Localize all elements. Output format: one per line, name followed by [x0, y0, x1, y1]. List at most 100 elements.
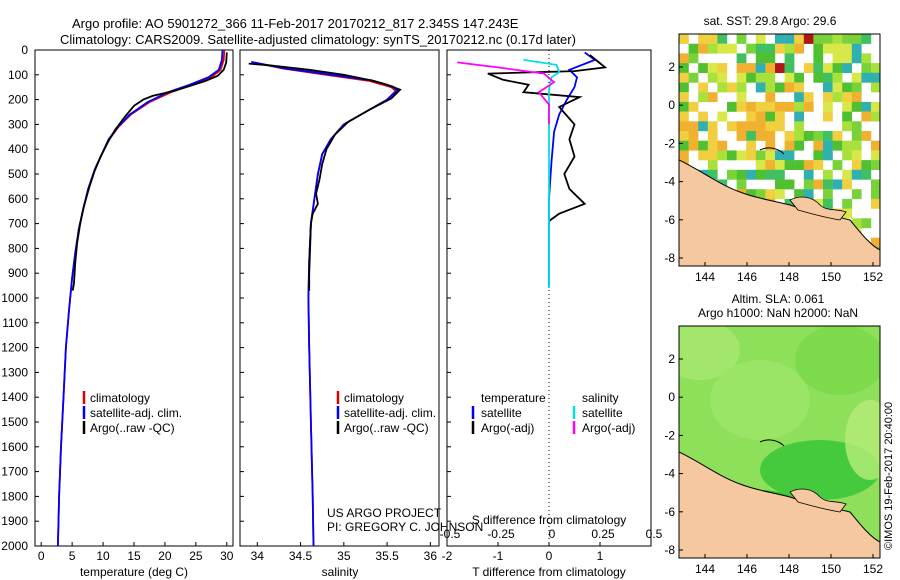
- sst-cell: [765, 121, 776, 132]
- sst-cell: [813, 53, 824, 64]
- sst-cell: [851, 53, 862, 64]
- x2-tick-label: -0.25: [487, 527, 515, 541]
- difference-legend: temperature salinity satellite Argo(-adj…: [471, 391, 635, 435]
- sst-cell: [736, 121, 747, 132]
- sst-cell: [688, 43, 699, 54]
- sst-cell: [727, 43, 737, 54]
- sst-cell: [842, 63, 852, 73]
- series-line-s-argo--adj-: [457, 61, 556, 125]
- sst-cell: [803, 189, 814, 200]
- x2-tick-label: 0.5: [646, 527, 663, 541]
- sst-cell: [717, 72, 728, 83]
- sst-cell: [775, 101, 785, 112]
- sst-cell: [823, 43, 833, 54]
- sst-cell: [707, 169, 718, 180]
- sst-cell: [861, 34, 872, 44]
- map-y-tick-label: -6: [664, 213, 675, 227]
- legend-label-satellite: satellite-adj. clim.: [90, 406, 182, 420]
- x-tick-label: 5: [69, 549, 76, 563]
- sst-cell: [871, 237, 880, 248]
- sst-cell: [707, 34, 718, 44]
- sst-cell: [775, 179, 785, 190]
- legend-label-t-satellite: satellite: [481, 406, 522, 420]
- depth-tick-label: 500: [8, 167, 28, 181]
- sst-cell: [717, 63, 728, 73]
- sst-cell: [679, 150, 689, 161]
- sst-cell: [784, 198, 795, 209]
- sst-cell: [832, 92, 843, 103]
- x-tick-label: 10: [96, 549, 110, 563]
- x-tick-label: 0: [38, 549, 45, 563]
- sst-cell: [765, 160, 776, 170]
- sla-map-title2: Argo h1000: NaN h2000: NaN: [698, 306, 858, 320]
- x2-tick-label: -0.5: [440, 527, 461, 541]
- sst-cell: [871, 198, 880, 209]
- sst-cell: [707, 131, 718, 141]
- sst-cell: [794, 34, 804, 44]
- depth-tick-label: 2000: [1, 539, 28, 553]
- map-y-tick-label: -2: [664, 428, 675, 442]
- sst-cell: [823, 34, 833, 44]
- sst-cell: [717, 34, 728, 44]
- sst-cell: [698, 63, 708, 73]
- sst-cell: [851, 131, 862, 141]
- sst-cell: [794, 82, 804, 93]
- sst-cell: [755, 111, 766, 122]
- imos-credit: ©IMOS 19-Feb-2017 20:40:00: [883, 402, 895, 550]
- sst-cell: [794, 131, 804, 141]
- sst-cell: [842, 111, 852, 122]
- sst-cell: [861, 131, 872, 141]
- legend-label-t-argo: Argo(-adj): [481, 421, 534, 435]
- sst-cell: [746, 121, 756, 132]
- sst-cell: [736, 179, 747, 190]
- map-x-tick-label: 150: [821, 270, 841, 284]
- sst-cell: [784, 53, 795, 64]
- temperature-legend: climatology satellite-adj. clim. Argo(..…: [82, 391, 182, 435]
- sst-cell: [823, 111, 833, 122]
- sst-cell: [871, 63, 880, 73]
- sst-cell: [679, 101, 689, 112]
- sst-cell: [813, 179, 824, 190]
- depth-tick-label: 1100: [2, 316, 28, 330]
- sst-cell: [842, 179, 852, 190]
- sst-cell: [688, 101, 699, 112]
- sst-cell: [755, 43, 766, 54]
- sst-cell: [707, 160, 718, 170]
- sst-cell: [823, 72, 833, 83]
- legend-label-s-argo: Argo(-adj): [582, 421, 635, 435]
- sst-map-axis: 144 146 148 150 152 2 0 -2 -4 -6 -8: [664, 60, 883, 284]
- sst-cell: [746, 140, 756, 151]
- sst-cell: [679, 92, 689, 103]
- sst-cell: [832, 72, 843, 83]
- sst-cell: [775, 150, 785, 161]
- sla-land-island: [789, 488, 847, 513]
- sst-cell: [813, 150, 824, 161]
- sst-cell: [717, 150, 728, 161]
- sst-cell: [717, 43, 728, 54]
- sst-cell: [688, 131, 699, 141]
- map-x-tick-label: 144: [695, 562, 715, 576]
- sst-cell: [707, 121, 718, 132]
- sst-cell: [775, 63, 785, 73]
- sst-cell: [727, 82, 737, 93]
- sst-cell: [842, 140, 852, 151]
- map-x-tick-label: 152: [863, 562, 883, 576]
- sst-cell: [755, 34, 766, 44]
- sst-cell: [765, 53, 776, 64]
- x-tick-label: 1: [597, 549, 604, 563]
- depth-tick-label: 700: [8, 217, 28, 231]
- depth-tick-label: 1400: [1, 390, 28, 404]
- sst-cell: [736, 72, 747, 83]
- sst-cell: [746, 189, 756, 200]
- sst-cell: [871, 72, 880, 83]
- sst-cell: [794, 189, 804, 200]
- sst-cell: [775, 82, 785, 93]
- sst-cell: [736, 101, 747, 112]
- sst-cell: [755, 160, 766, 170]
- sst-cell: [707, 140, 718, 151]
- sst-cell: [861, 53, 872, 64]
- sst-cell: [736, 63, 747, 73]
- sst-cell: [842, 82, 852, 93]
- depth-tick-label: 0: [21, 43, 28, 57]
- sst-cell: [698, 34, 708, 44]
